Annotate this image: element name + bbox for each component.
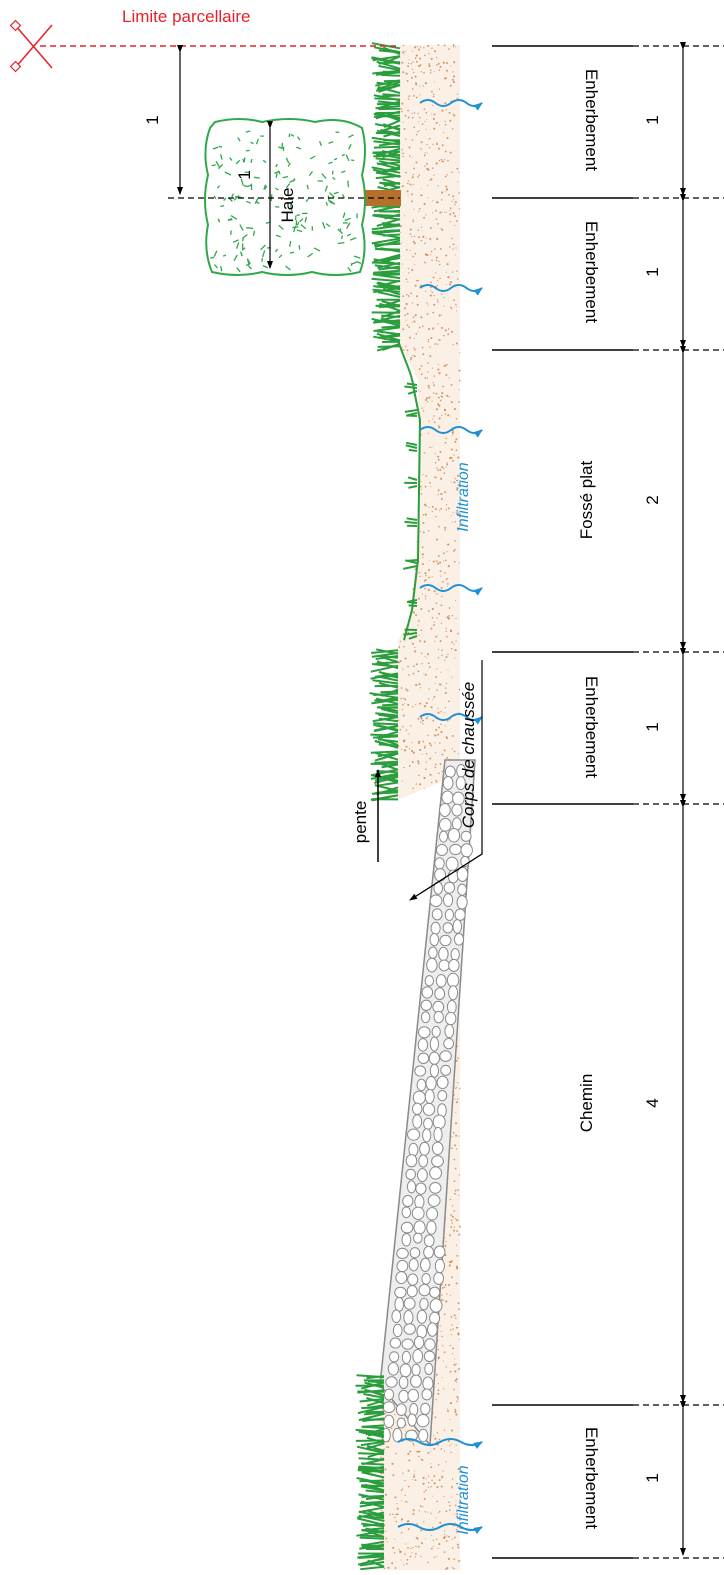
hedge-offset-label: 1 <box>143 115 162 124</box>
zone-width-4: 1 <box>643 722 662 731</box>
infiltration-label-ditch: Infiltration <box>455 462 472 531</box>
zone-width-6: 1 <box>643 1473 662 1482</box>
zone-width-2: 1 <box>643 267 662 276</box>
zone-separators <box>492 46 724 1558</box>
zone-name-5: Chemin <box>577 1074 596 1133</box>
zone-name-1: Enherbement <box>582 69 601 171</box>
hedge-label: Haie <box>278 188 297 223</box>
slope-label: pente <box>351 801 370 844</box>
zone-name-4: Enherbement <box>582 676 601 778</box>
hedge-size-label: 1 <box>235 170 254 179</box>
zone-name-3: Fossé plat <box>577 461 596 540</box>
zone-width-3: 2 <box>643 495 662 504</box>
title: Limite parcellaire <box>122 7 251 26</box>
zone-name-6: Enherbement <box>582 1427 601 1529</box>
road-body <box>380 760 475 1445</box>
road-body-label: Corps de chaussée <box>459 682 478 828</box>
zone-labels: Enherbement 1 Enherbement 1 Fossé plat 2… <box>577 69 662 1529</box>
infiltration-label-bottom: Infiltration <box>455 1465 472 1534</box>
property-boundary <box>11 21 400 72</box>
zone-name-2: Enherbement <box>582 221 601 323</box>
zone-width-5: 4 <box>643 1098 662 1107</box>
zone-width-1: 1 <box>643 115 662 124</box>
